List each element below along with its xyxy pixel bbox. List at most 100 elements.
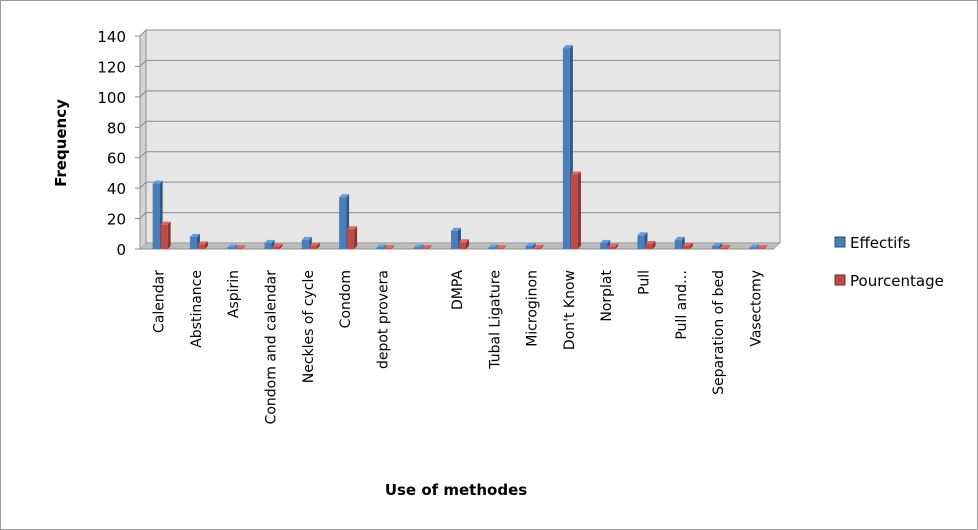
bar-top	[376, 244, 387, 248]
bar-pourcentage	[533, 244, 544, 249]
legend: Effectifs Pourcentage	[834, 234, 944, 290]
bar-front	[525, 245, 533, 249]
bar-effectifs	[227, 244, 238, 249]
y-axis-ticks: 0 20 40 60 80 100 120 140	[97, 28, 140, 259]
bar-side	[652, 240, 656, 249]
bar-front	[235, 248, 243, 249]
bar-front	[570, 174, 578, 249]
bar-top	[496, 245, 507, 249]
bar-side	[727, 244, 731, 249]
bar-top	[152, 180, 163, 184]
x-category-label: Don't Know	[562, 270, 578, 350]
bar-top	[682, 242, 693, 246]
bar-pourcentage	[570, 171, 581, 249]
bar-front	[309, 245, 317, 249]
bar-side	[495, 244, 499, 249]
x-category-label: Pull and…	[674, 270, 690, 340]
legend-item: Effectifs	[834, 234, 911, 252]
bar-pourcentage	[347, 226, 358, 249]
bar-side	[420, 244, 424, 249]
bar-top	[421, 245, 432, 249]
bar-effectifs	[712, 242, 723, 249]
x-category-label: Condom	[338, 270, 354, 328]
bar-front	[421, 248, 429, 249]
x-category-label: Separation of bed	[711, 270, 727, 395]
bar-side	[689, 242, 693, 249]
bar-pourcentage	[384, 245, 395, 249]
bar-front	[451, 230, 458, 249]
bar-front	[197, 244, 205, 249]
bar-front	[459, 242, 466, 249]
x-category-label: Microginon	[525, 270, 541, 347]
bar-top	[459, 239, 469, 243]
bar-top	[674, 236, 685, 240]
bar-effectifs	[674, 236, 685, 249]
bar-side	[234, 244, 238, 249]
bar-front	[533, 247, 541, 249]
bar-side	[532, 242, 536, 249]
bar-top	[525, 242, 536, 246]
bar-top	[197, 241, 208, 245]
legend-item: Pourcentage	[834, 272, 944, 290]
bar-top	[235, 245, 246, 249]
bar-top	[160, 221, 171, 225]
bar-pourcentage	[459, 239, 469, 249]
bar-side	[316, 242, 320, 249]
y-tick-label: 120	[97, 58, 126, 76]
x-category-label: depot provera	[375, 270, 391, 369]
bar-side	[354, 226, 358, 249]
bar-pourcentage	[496, 245, 507, 249]
bar-front	[682, 245, 690, 249]
bar-front	[339, 197, 347, 249]
bar-front	[645, 243, 653, 249]
bar-pourcentage	[309, 242, 320, 249]
bar-top	[189, 233, 200, 237]
bar-front	[152, 183, 160, 249]
y-tick-label: 60	[107, 150, 126, 168]
bar-side	[540, 244, 544, 249]
y-tick-label: 20	[107, 211, 126, 229]
bar-side	[383, 244, 387, 249]
bar-effectifs	[749, 244, 760, 249]
bar-top	[451, 227, 461, 231]
bar-effectifs	[525, 242, 536, 249]
bar-top	[301, 236, 312, 240]
bar-side	[204, 241, 208, 249]
bar-side	[503, 245, 507, 249]
bar-front	[600, 242, 608, 249]
bar-pourcentage	[645, 240, 656, 249]
x-category-label: DMPA	[450, 270, 466, 310]
bar-side	[167, 221, 171, 249]
bar-pourcentage	[197, 241, 208, 249]
bar-top	[600, 239, 611, 243]
bar-front	[301, 239, 309, 249]
bar-top	[272, 243, 283, 247]
x-category-label: Pull	[636, 270, 652, 295]
bar-top	[720, 244, 731, 248]
bar-top	[562, 45, 573, 49]
bar-front	[496, 248, 504, 249]
x-category-label: Aspirin	[226, 270, 242, 318]
back-wall	[145, 29, 781, 244]
bar-top	[608, 243, 619, 247]
bar-top	[712, 242, 723, 246]
bar-front	[757, 248, 765, 249]
y-tick-label: 100	[97, 89, 126, 107]
bar-front	[160, 224, 168, 249]
bar-pourcentage	[720, 244, 731, 249]
x-category-label: Vasectomy	[748, 270, 764, 347]
chart-back-wall	[139, 29, 781, 250]
bar-front	[749, 247, 757, 249]
x-category-label: Neckles of cycle	[301, 270, 317, 383]
x-category-label: Calendar	[152, 270, 168, 333]
bars	[152, 45, 768, 249]
bar-top	[533, 244, 544, 248]
bar-pourcentage	[682, 242, 693, 249]
bar-top	[645, 240, 656, 244]
bar-top	[264, 239, 275, 243]
y-axis-title: Frequency	[52, 99, 70, 187]
bar-effectifs	[488, 244, 499, 249]
bar-top	[384, 245, 395, 249]
bar-front	[227, 247, 235, 249]
